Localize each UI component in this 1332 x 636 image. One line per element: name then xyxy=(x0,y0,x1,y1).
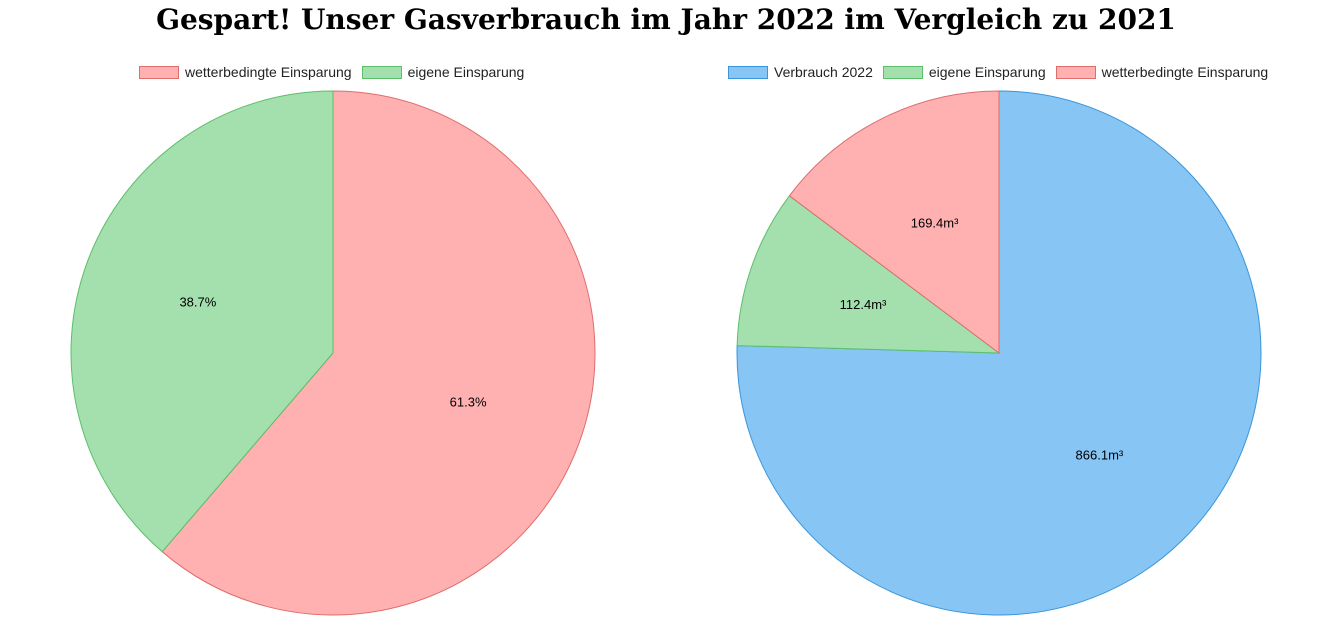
slice-label: 112.4m³ xyxy=(840,297,887,312)
chart-title: Gespart! Unser Gasverbrauch im Jahr 2022… xyxy=(156,3,1176,36)
legend-item[interactable]: Verbrauch 2022 xyxy=(728,64,873,80)
legend-swatch xyxy=(361,65,402,79)
legend-right: Verbrauch 2022 eigene Einsparung wetterbed… xyxy=(728,62,1278,82)
pie-slice[interactable] xyxy=(70,90,334,553)
legend-item[interactable]: wetterbedingte Einsparung xyxy=(1055,64,1269,80)
legend-label: wetterbedingte Einsparung xyxy=(1101,64,1269,80)
legend-label: wetterbedingte Einsparung xyxy=(185,64,352,80)
legend-item[interactable]: eigene Einsparung xyxy=(882,64,1046,80)
legend-swatch xyxy=(728,65,768,79)
slice-label: 38.7% xyxy=(179,294,216,309)
slice-label: 61.3% xyxy=(450,395,487,410)
slice-label: 866.1m³ xyxy=(1076,448,1124,463)
legend-swatch xyxy=(882,65,923,79)
legend-swatch xyxy=(139,65,179,79)
legend-left: wetterbedingte Einsparung eigene Einsparu… xyxy=(139,62,534,82)
legend-item[interactable]: eigene Einsparung xyxy=(361,64,525,80)
pie-slice[interactable] xyxy=(161,90,596,616)
pie-slice[interactable] xyxy=(736,195,1001,354)
legend-label: eigene Einsparung xyxy=(407,64,525,80)
pie-slice[interactable] xyxy=(788,90,1000,355)
legend-label: eigene Einsparung xyxy=(928,64,1046,80)
legend-item[interactable]: wetterbedingte Einsparung xyxy=(139,64,352,80)
legend-swatch xyxy=(1055,65,1096,79)
slice-label: 169.4m³ xyxy=(911,216,959,231)
legend-label: Verbrauch 2022 xyxy=(774,64,873,80)
